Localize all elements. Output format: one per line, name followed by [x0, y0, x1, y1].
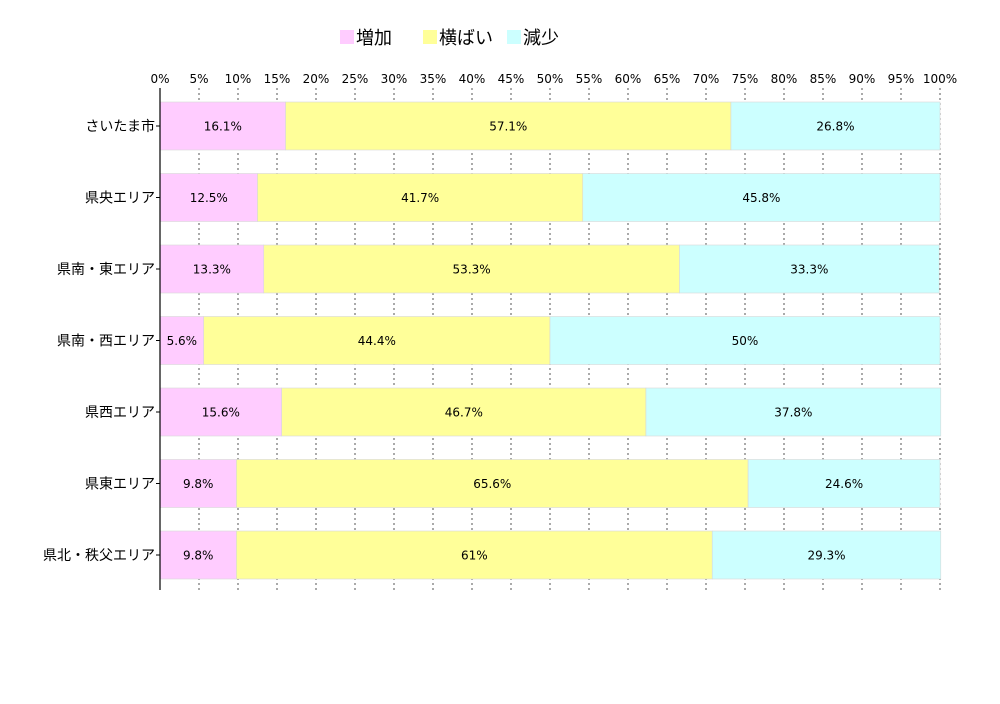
x-tick-label: 40% — [459, 72, 486, 86]
bar-segment — [281, 387, 647, 437]
bar-segment — [285, 101, 732, 151]
bar-segment — [730, 101, 941, 151]
x-tick-label: 90% — [849, 72, 876, 86]
bar-segment — [263, 244, 680, 294]
x-tick-label: 5% — [189, 72, 208, 86]
x-tick-label: 80% — [771, 72, 798, 86]
x-tick-label: 100% — [923, 72, 957, 86]
data-label: 45.8% — [742, 191, 780, 205]
bar-segment — [159, 530, 237, 580]
bar-segment — [257, 173, 584, 222]
y-axis — [156, 88, 161, 590]
legend-label: 横ばい — [439, 28, 493, 49]
bar-segment — [711, 530, 942, 580]
x-tick-label: 75% — [732, 72, 759, 86]
x-tick-label: 10% — [225, 72, 252, 86]
legend-swatch — [507, 30, 521, 44]
category-label: 県央エリア — [85, 191, 155, 207]
x-tick-label: 45% — [498, 72, 525, 86]
x-tick-label: 85% — [810, 72, 837, 86]
data-label: 57.1% — [489, 120, 527, 134]
x-tick-label: 50% — [537, 72, 564, 86]
category-label: 県西エリア — [85, 405, 155, 421]
x-tick-label: 95% — [888, 72, 915, 86]
category-labels: さいたま市県央エリア県南・東エリア県南・西エリア県西エリア県東エリア県北・秩父エ… — [43, 118, 155, 564]
bar-segment — [747, 459, 941, 508]
data-label: 26.8% — [816, 120, 854, 134]
data-label: 41.7% — [401, 191, 439, 205]
x-axis-ticks: 0% 5% 10% 15% 20% 25% 30% 35% 40% 45% 50% 55% 60% 65%… — [150, 72, 957, 86]
data-label: 53.3% — [453, 263, 491, 277]
bar-segment — [159, 387, 282, 437]
data-label: 24.6% — [825, 477, 863, 491]
x-tick-label: 30% — [381, 72, 408, 86]
data-label: 50% — [732, 334, 759, 348]
data-label: 65.6% — [473, 477, 511, 491]
data-label: 13.3% — [193, 263, 231, 277]
category-label: 県北・秩父エリア — [43, 548, 155, 564]
bar-segment — [679, 244, 940, 294]
x-tick-label: 20% — [303, 72, 330, 86]
data-label: 12.5% — [190, 191, 228, 205]
bar-segment — [236, 530, 713, 580]
data-label: 9.8% — [183, 549, 214, 563]
data-label: 9.8% — [183, 477, 214, 491]
bar-segment — [582, 173, 941, 222]
category-label: さいたま市 — [85, 118, 155, 135]
category-label: 県南・東エリア — [57, 262, 155, 278]
bar-segment — [159, 459, 237, 508]
legend-swatch — [340, 30, 354, 44]
data-label: 5.6% — [167, 334, 198, 348]
x-tick-label: 15% — [264, 72, 291, 86]
bar-segment — [236, 459, 749, 508]
data-label: 44.4% — [358, 334, 396, 348]
category-label: 県東エリア — [85, 477, 155, 493]
data-label: 15.6% — [202, 406, 240, 420]
bar-segment — [549, 316, 941, 365]
bars — [159, 101, 942, 580]
bar-segment — [203, 316, 551, 365]
legend-label: 減少 — [523, 28, 559, 49]
bar-segment — [159, 244, 265, 294]
x-tick-label: 25% — [342, 72, 369, 86]
legend: 増加 横ばい 減少 — [340, 28, 559, 49]
x-tick-label: 60% — [615, 72, 642, 86]
data-label: 33.3% — [790, 263, 828, 277]
data-labels: 16.1% 57.1% 26.8% 12.5% 41.7% 45.8% 13.3% 53.3%… — [167, 120, 864, 563]
bar-segment — [645, 387, 942, 437]
x-tick-label: 35% — [420, 72, 447, 86]
data-label: 29.3% — [807, 549, 845, 563]
x-tick-label: 70% — [693, 72, 720, 86]
legend-swatch — [423, 30, 437, 44]
data-label: 37.8% — [774, 406, 812, 420]
legend-label: 増加 — [356, 28, 392, 49]
data-label: 46.7% — [445, 406, 483, 420]
x-tick-label: 0% — [150, 72, 169, 86]
bar-segment — [159, 316, 204, 365]
x-tick-label: 55% — [576, 72, 603, 86]
category-label: 県南・西エリア — [57, 334, 155, 350]
data-label: 61% — [461, 549, 488, 563]
data-label: 16.1% — [204, 120, 242, 134]
x-tick-label: 65% — [654, 72, 681, 86]
